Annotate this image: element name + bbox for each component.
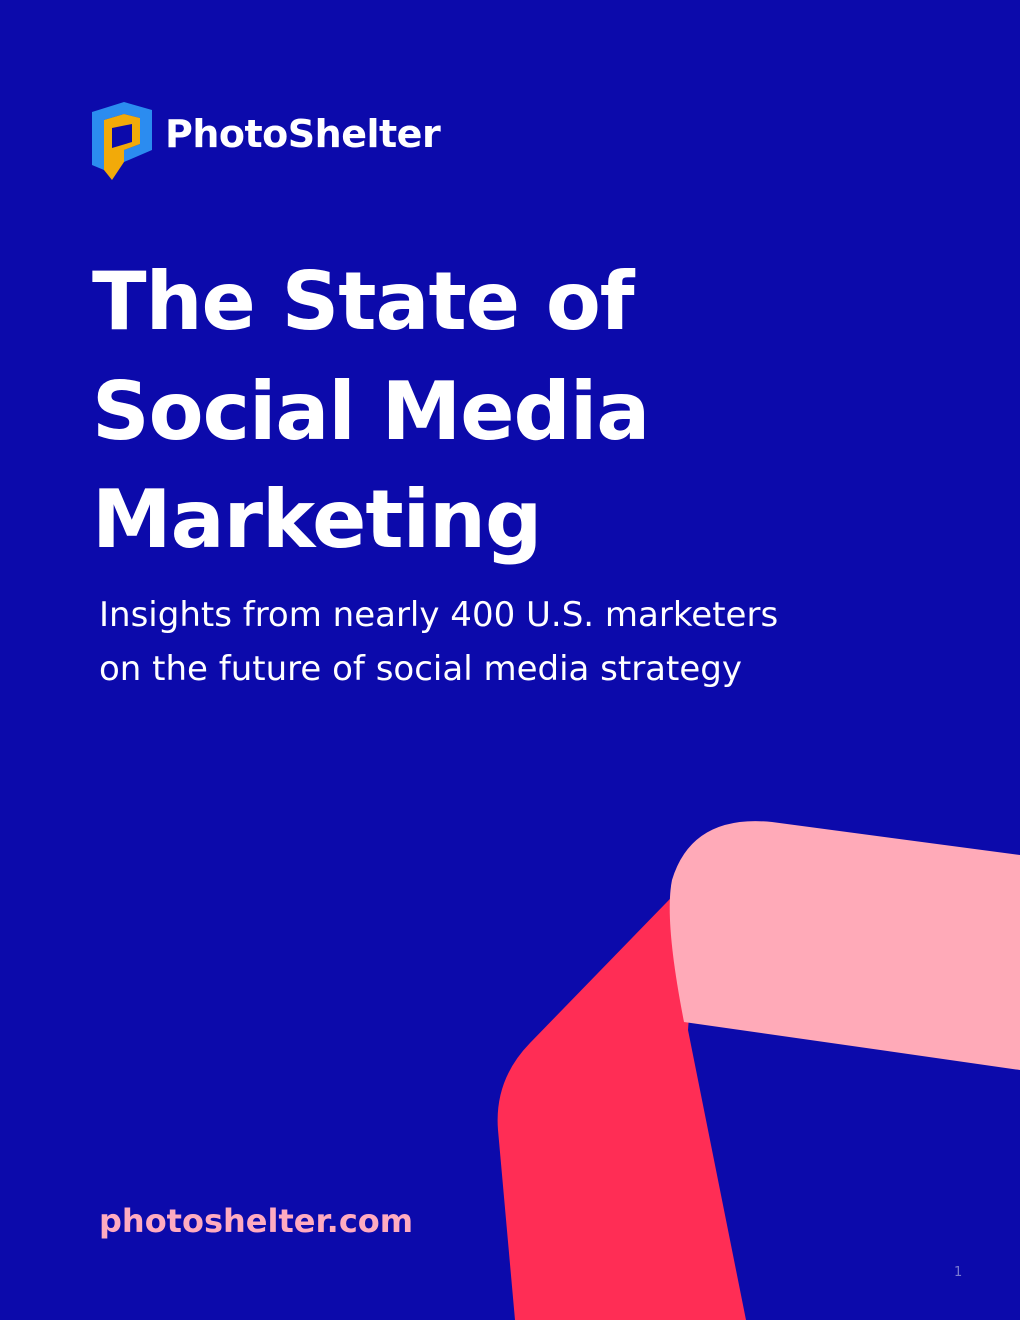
brand-name: PhotoShelter bbox=[165, 112, 441, 156]
subtitle-line: on the future of social media strategy bbox=[99, 649, 742, 689]
page-number: 1 bbox=[954, 1265, 963, 1280]
title-line: The State of bbox=[92, 255, 635, 348]
website-url: photoshelter.com bbox=[99, 1202, 414, 1240]
title-line: Marketing bbox=[92, 473, 542, 566]
logo-icon bbox=[92, 102, 152, 180]
pink-band bbox=[669, 821, 1020, 1070]
subtitle-line: Insights from nearly 400 U.S. marketers bbox=[99, 595, 779, 635]
title-line: Social Media bbox=[92, 365, 650, 458]
